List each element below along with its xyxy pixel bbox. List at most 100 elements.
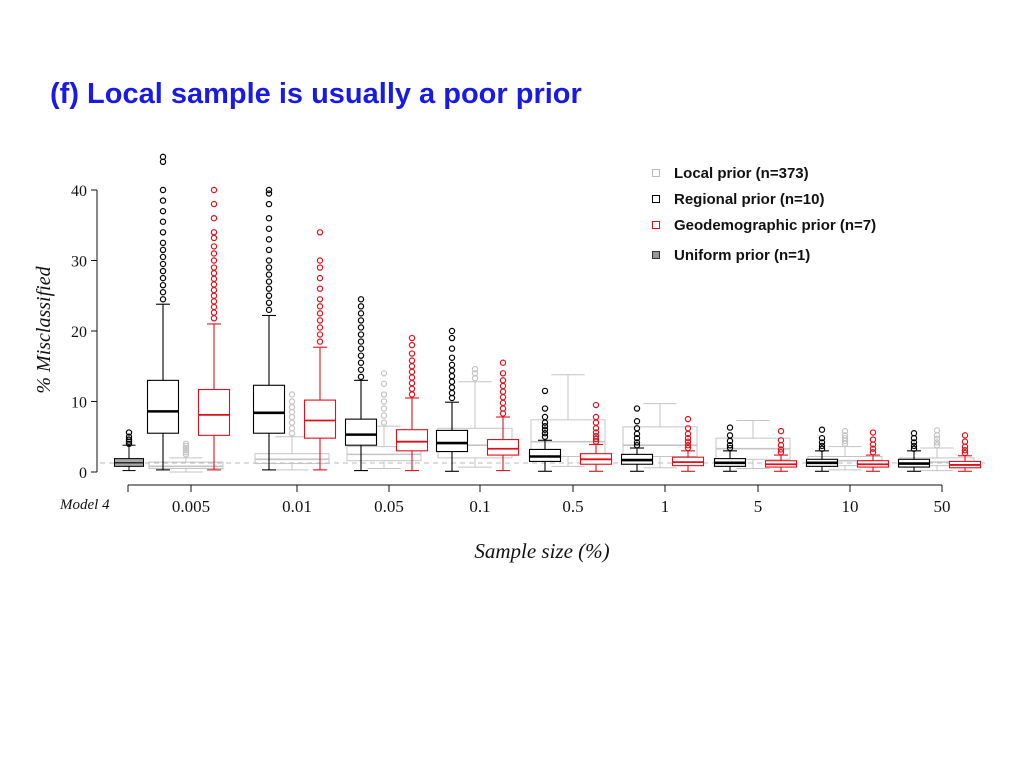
- box-outlier: [210, 298, 218, 305]
- regional-prior-box: [620, 405, 654, 472]
- box-outlier: [777, 437, 785, 444]
- box-outlier: [316, 285, 324, 292]
- box-outlier: [448, 327, 456, 335]
- box-outlier: [265, 225, 273, 232]
- box-outlier: [357, 338, 365, 345]
- box-body: [197, 388, 231, 436]
- box-outlier: [592, 401, 600, 409]
- regional-prior-box: [897, 430, 931, 472]
- x-tick-label: 1: [661, 497, 670, 516]
- geodemographic-prior-box: [395, 334, 429, 472]
- box-outlier: [684, 415, 692, 423]
- box-outlier: [265, 271, 273, 278]
- box-outlier: [933, 427, 941, 434]
- box-outlier: [182, 446, 190, 454]
- legend-swatch-local: [652, 169, 660, 177]
- box-body: [622, 426, 698, 457]
- box-outlier: [210, 275, 218, 283]
- box-outlier: [159, 218, 167, 225]
- box-outlier: [357, 310, 365, 317]
- box-outlier: [592, 419, 600, 426]
- box-outlier: [448, 354, 456, 361]
- model-label: Model 4: [59, 497, 110, 513]
- x-tick-label: 0.01: [282, 497, 312, 516]
- legend-swatch-regional: [652, 195, 660, 203]
- box-outlier: [159, 267, 167, 275]
- box-outlier: [210, 269, 218, 277]
- local-prior-box: [346, 370, 422, 469]
- box-outlier: [159, 296, 167, 303]
- box-body: [148, 461, 224, 469]
- box-outlier: [633, 418, 641, 425]
- legend-label-geodemographic: Geodemographic prior (n=7): [674, 216, 877, 234]
- box-outlier: [159, 229, 167, 236]
- box-outlier: [592, 413, 600, 421]
- box-outlier: [288, 398, 296, 405]
- box-outlier: [869, 436, 877, 443]
- box-outlier: [316, 338, 324, 345]
- box-outlier: [357, 373, 365, 381]
- box-outlier: [818, 442, 826, 450]
- x-tick-label: 0.5: [562, 497, 583, 516]
- box-outlier: [408, 374, 416, 381]
- legend-item-regional: Regional prior (n=10): [652, 186, 876, 212]
- box-outlier: [159, 260, 167, 268]
- box-body: [530, 419, 606, 457]
- box-outlier: [499, 394, 507, 401]
- box-outlier: [357, 296, 365, 303]
- x-tick-label: 0.05: [374, 497, 404, 516]
- regional-prior-box: [528, 387, 562, 472]
- box-outlier: [125, 440, 133, 447]
- box-outlier: [499, 370, 507, 377]
- box-outlier: [541, 405, 549, 412]
- box-outlier: [471, 370, 479, 377]
- box-outlier: [265, 278, 273, 285]
- box-outlier: [869, 449, 877, 456]
- box-outlier: [408, 350, 416, 357]
- box-outlier: [448, 334, 456, 342]
- regional-prior-box: [713, 424, 747, 472]
- box-outlier: [841, 434, 849, 442]
- box-outlier: [210, 315, 218, 322]
- box-outlier: [448, 367, 456, 374]
- box-outlier: [316, 303, 324, 310]
- box-outlier: [633, 405, 641, 412]
- x-tick-label: 5: [754, 497, 763, 516]
- box-outlier: [357, 317, 365, 324]
- geodemographic-prior-box: [764, 427, 798, 472]
- legend-item-uniform: Uniform prior (n=1): [652, 242, 876, 268]
- box-outlier: [818, 439, 826, 446]
- box-outlier: [408, 368, 416, 376]
- box-outlier: [357, 331, 365, 338]
- box-body: [146, 379, 180, 434]
- box-outlier: [265, 292, 273, 299]
- box-outlier: [159, 281, 167, 289]
- box-body: [252, 384, 286, 434]
- box-outlier: [408, 357, 416, 364]
- box-outlier: [159, 153, 167, 161]
- box-outlier: [316, 264, 324, 271]
- box-outlier: [408, 341, 416, 349]
- box-outlier: [159, 197, 167, 204]
- box-outlier: [726, 444, 734, 452]
- box-outlier: [265, 186, 273, 194]
- legend-item-local: Local prior (n=373): [652, 160, 876, 186]
- legend-label-regional: Regional prior (n=10): [674, 190, 825, 208]
- box-outlier: [316, 257, 324, 264]
- regional-prior-box: [435, 327, 469, 472]
- box-body: [395, 429, 429, 452]
- box-outlier: [633, 442, 641, 449]
- box-outlier: [961, 438, 969, 445]
- box-body: [344, 418, 378, 446]
- box-outlier: [125, 433, 133, 440]
- box-outlier: [210, 186, 218, 194]
- regional-prior-box: [252, 186, 286, 471]
- box-outlier: [210, 250, 218, 257]
- box-outlier: [159, 246, 167, 254]
- box-outlier: [210, 200, 218, 208]
- box-outlier: [541, 426, 549, 433]
- box-body: [303, 399, 337, 439]
- box-outlier: [159, 253, 167, 261]
- regional-prior-box: [805, 426, 839, 472]
- box-outlier: [633, 425, 641, 432]
